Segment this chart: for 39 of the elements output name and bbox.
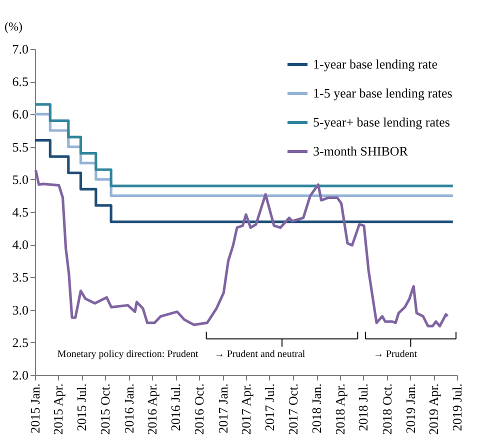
y-tick-label: 5.0 (12, 172, 28, 187)
y-tick-label: 4.5 (12, 204, 28, 220)
y-tick-label: 5.5 (12, 139, 28, 154)
y-tick-label: 3.5 (12, 270, 28, 285)
x-tick-label: 2019 Apr. (426, 384, 442, 435)
annotation: → Prudent and neutral (214, 348, 306, 360)
annotation: → Prudent (373, 348, 418, 360)
x-tick-label: 2015 Jan. (28, 384, 42, 434)
x-tick-label: 2016 Oct. (192, 384, 207, 435)
y-tick-label: 2.5 (12, 334, 28, 350)
y-tick-label: 3.0 (12, 302, 28, 318)
x-tick-label: 2019 Jul. (450, 384, 464, 432)
y-axis-title: (%) (4, 20, 22, 34)
y-tick-label: 4.0 (12, 237, 28, 252)
y-tick-label: 6.5 (12, 74, 28, 90)
y-tick-label: 7.0 (12, 42, 28, 56)
y-tick-label: 6.0 (12, 106, 28, 122)
line-series (34, 168, 449, 328)
x-tick-label: 2017 Apr. (238, 384, 254, 435)
annotation: Monetary policy direction: Prudent (57, 348, 198, 360)
x-tick-label: 2018 Jul. (356, 384, 371, 432)
y-tick-label: 2.0 (12, 368, 28, 382)
x-tick-label: 2017 Jan. (215, 384, 230, 434)
x-tick-label: 2015 Apr. (50, 384, 66, 435)
x-tick-label: 2018 Apr. (332, 384, 348, 435)
legend-label: 3-month SHIBOR (313, 144, 408, 158)
x-tick-label: 2019 Jan. (402, 384, 418, 434)
legend-label: 1-year base lending rate (313, 56, 438, 72)
x-tick-label: 2018 Jan. (309, 384, 324, 434)
legend-label: 5-year+ base lending rates (313, 114, 450, 130)
x-tick-label: 2016 Jan. (121, 384, 136, 434)
x-tick-label: 2017 Oct. (286, 384, 301, 435)
x-tick-label: 2017 Jul. (262, 384, 277, 432)
x-tick-label: 2015 Jul. (74, 384, 90, 432)
x-tick-label: 2016 Jul. (168, 384, 184, 432)
x-tick-label: 2016 Apr. (144, 384, 160, 435)
x-tick-label: 2018 Oct. (379, 384, 394, 435)
x-tick-label: 2015 Oct. (98, 384, 113, 435)
legend-label: 1-5 year base lending rates (313, 86, 452, 100)
